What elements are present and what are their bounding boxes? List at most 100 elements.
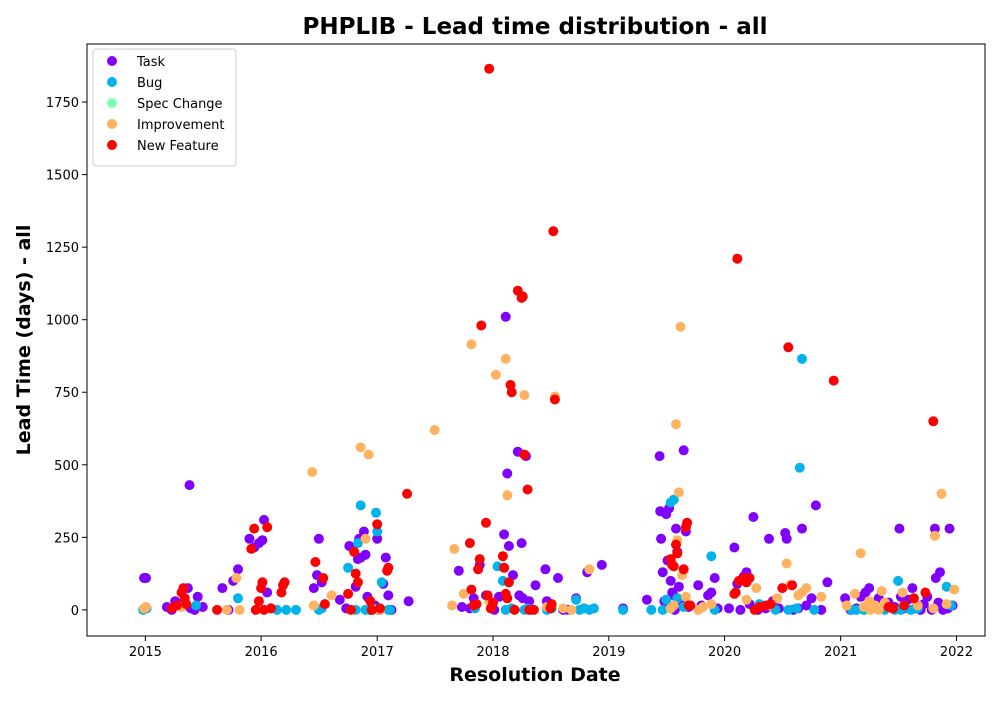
- x-tick-label: 2017: [361, 645, 394, 660]
- data-point: [343, 588, 354, 599]
- x-tick-label: 2019: [592, 645, 625, 660]
- x-tick-label: 2020: [708, 645, 741, 660]
- data-point: [801, 600, 812, 611]
- data-point: [873, 604, 884, 615]
- data-point: [257, 535, 268, 546]
- data-point: [141, 602, 151, 612]
- data-point: [671, 419, 681, 430]
- data-point: [517, 291, 528, 302]
- data-point: [571, 594, 582, 605]
- data-point: [281, 604, 292, 615]
- data-point: [326, 590, 337, 601]
- data-point: [345, 604, 356, 615]
- x-axis-label: Resolution Date: [449, 664, 620, 686]
- y-tick-label: 0: [71, 604, 79, 619]
- data-point: [403, 596, 414, 607]
- data-point: [191, 600, 202, 611]
- data-point: [929, 523, 940, 534]
- data-point: [257, 577, 268, 588]
- data-point: [466, 339, 477, 350]
- data-point: [383, 562, 394, 573]
- data-point: [907, 583, 918, 594]
- data-point: [855, 548, 866, 559]
- data-point: [429, 425, 440, 435]
- y-axis-label: Lead Time (days) - all: [13, 225, 35, 456]
- data-point: [499, 562, 510, 573]
- data-point: [308, 600, 319, 611]
- data-point: [936, 488, 947, 499]
- data-point: [781, 533, 792, 544]
- data-point: [471, 599, 482, 610]
- data-point: [588, 603, 599, 614]
- y-tick-label: 1500: [46, 169, 79, 184]
- y-tick-label: 1250: [46, 241, 79, 256]
- data-point: [783, 604, 794, 615]
- data-point: [488, 597, 498, 608]
- data-point: [234, 604, 245, 615]
- data-point: [929, 530, 940, 541]
- data-point: [310, 557, 321, 567]
- data-point: [596, 559, 607, 570]
- data-point: [499, 529, 510, 540]
- data-point: [313, 533, 324, 544]
- data-point: [566, 604, 577, 615]
- legend-label: New Feature: [137, 139, 219, 154]
- data-point: [724, 603, 734, 614]
- data-point: [466, 584, 477, 595]
- plot-frame: [86, 43, 986, 637]
- data-point: [941, 581, 952, 592]
- data-point: [548, 226, 559, 237]
- data-point: [673, 581, 684, 592]
- data-point: [553, 573, 563, 583]
- data-point: [244, 533, 255, 544]
- data-point: [894, 523, 905, 534]
- data-point: [693, 580, 704, 591]
- data-point: [893, 575, 904, 586]
- data-point: [360, 533, 371, 544]
- y-tick-label: 1000: [46, 314, 79, 329]
- data-point: [490, 369, 501, 380]
- data-point: [661, 594, 672, 605]
- data-point: [794, 462, 805, 473]
- data-point: [484, 63, 495, 74]
- data-point: [809, 604, 820, 615]
- data-point: [464, 538, 475, 549]
- data-point: [141, 573, 151, 583]
- y-tick-label: 500: [54, 459, 79, 474]
- data-point: [849, 588, 860, 599]
- data-point: [641, 594, 652, 605]
- x-tick-label: 2016: [245, 645, 278, 660]
- data-point: [822, 577, 833, 588]
- data-point: [371, 507, 381, 518]
- data-point: [447, 600, 458, 611]
- data-point: [751, 583, 762, 594]
- data-point: [876, 586, 887, 596]
- data-point: [456, 602, 467, 612]
- y-tick-label: 250: [54, 531, 79, 546]
- data-point: [668, 494, 679, 505]
- data-point: [349, 546, 360, 557]
- data-point: [777, 583, 788, 594]
- data-points-layer: [138, 63, 960, 615]
- data-point: [481, 517, 491, 528]
- data-point: [706, 599, 717, 610]
- data-point: [192, 591, 203, 602]
- data-point: [502, 490, 513, 501]
- legend-box: [92, 48, 237, 167]
- data-point: [384, 604, 395, 615]
- data-point: [528, 604, 539, 615]
- data-point: [171, 600, 182, 611]
- data-point: [352, 538, 363, 549]
- data-point: [212, 604, 223, 615]
- data-point: [184, 480, 195, 491]
- data-point: [730, 587, 741, 598]
- data-point: [458, 588, 469, 599]
- data-point: [741, 594, 752, 605]
- data-point: [231, 573, 242, 583]
- data-point: [928, 603, 939, 614]
- data-point: [816, 591, 827, 602]
- data-point: [671, 523, 681, 534]
- data-point: [319, 599, 330, 610]
- data-point: [797, 523, 807, 534]
